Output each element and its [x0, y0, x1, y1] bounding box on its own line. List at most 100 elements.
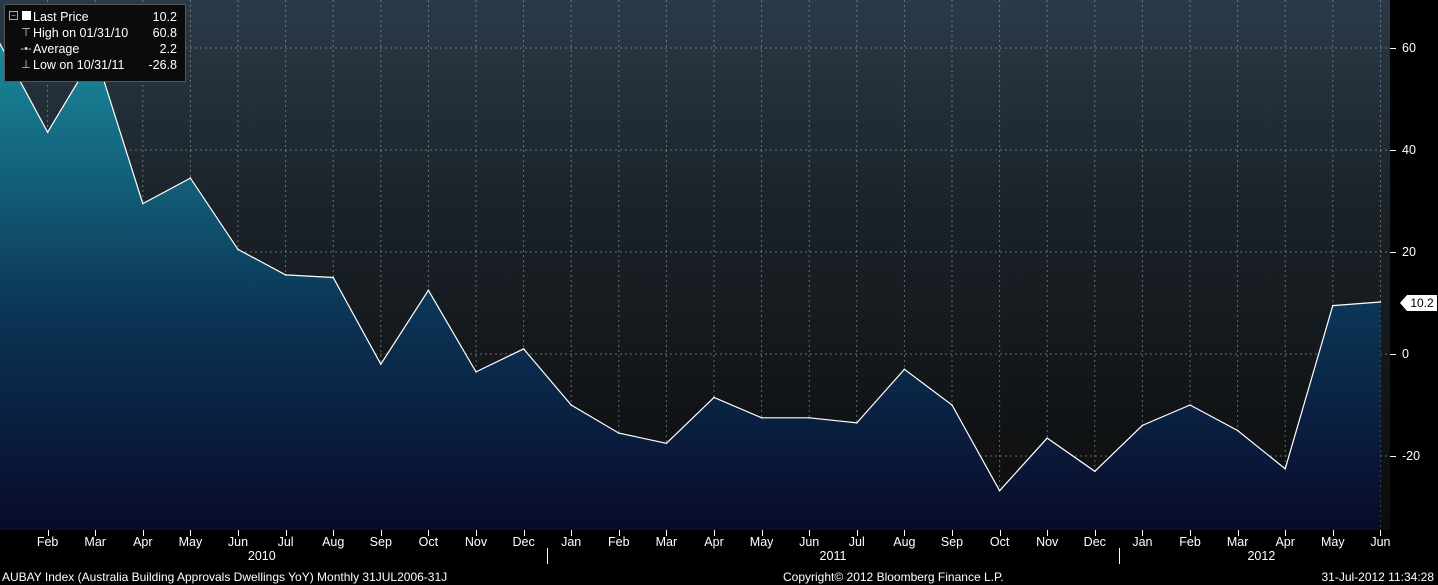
x-tick-label: Mar	[84, 535, 106, 549]
x-tick-label: Jul	[277, 535, 294, 549]
x-tick-mark	[1047, 530, 1049, 536]
data-point	[1094, 470, 1096, 473]
x-tick-mark	[952, 530, 953, 536]
data-point	[856, 422, 858, 424]
x-tick-label: Sep	[940, 535, 964, 549]
x-tick-label: Apr	[133, 535, 153, 549]
data-point	[475, 371, 477, 373]
x-tick-label: May	[178, 535, 203, 549]
x-tick-label: Jun	[799, 535, 820, 549]
footer-bar: AUBAY Index (Australia Building Approval…	[0, 570, 1438, 585]
y-tick-label: -20	[1402, 449, 1421, 463]
data-point	[522, 348, 525, 350]
data-point	[951, 404, 953, 406]
x-tick-label: Oct	[989, 535, 1010, 549]
x-tick-mark	[1190, 530, 1191, 536]
y-axis: 60 40 20 0 -20	[1390, 0, 1438, 530]
series-line	[0, 43, 1381, 492]
x-tick-label: Nov	[1036, 535, 1059, 549]
x-axis: Feb Mar Apr May Jun Jul Aug Sep Oct Nov Dec Jan Feb M…	[0, 530, 1390, 570]
average-marker-icon: -•-	[20, 43, 32, 55]
legend-value: -26.8	[148, 58, 178, 72]
x-tick-label: Jul	[848, 535, 865, 549]
legend-label: Low on 10/31/11	[33, 58, 125, 72]
x-tick-mark	[1237, 530, 1239, 536]
legend-value: 2.2	[159, 42, 177, 56]
x-tick-label: May	[749, 535, 774, 549]
collapse-toggle-icon[interactable]: −	[9, 11, 18, 20]
x-tick-mark	[761, 530, 763, 536]
x-tick-label: Jan	[1132, 535, 1153, 549]
data-point	[1236, 429, 1239, 432]
low-marker-icon: ⊥	[21, 59, 31, 71]
data-point	[1189, 404, 1191, 406]
x-tick-mark	[856, 530, 858, 536]
legend-value: 10.2	[152, 10, 177, 24]
footer-timestamp: 31-Jul-2012 11:34:28	[1321, 570, 1434, 584]
data-point	[1141, 424, 1144, 427]
x-tick-mark	[333, 530, 335, 536]
chart-plot-area: − Last Price 10.2 ⊤ High on 01/31/10 60.…	[0, 0, 1390, 530]
legend-label: Last Price	[33, 10, 89, 24]
x-tick-label: Apr	[1275, 535, 1295, 549]
chart-legend: − Last Price 10.2 ⊤ High on 01/31/10 60.…	[4, 4, 186, 82]
x-tick-mark	[666, 530, 668, 536]
x-tick-mark	[238, 530, 239, 536]
data-point	[427, 289, 430, 292]
year-divider	[547, 548, 549, 564]
data-point	[760, 416, 763, 419]
x-tick-label: Jun	[227, 535, 249, 549]
x-tick-mark	[571, 530, 573, 536]
data-point	[332, 276, 335, 279]
x-tick-label: Jan	[561, 535, 582, 549]
footer-copyright: Copyright© 2012 Bloomberg Finance L.P.	[783, 570, 1004, 584]
data-point	[903, 368, 906, 371]
x-tick-mark	[809, 530, 811, 536]
chart-svg	[0, 0, 1390, 530]
y-tick-mark	[1390, 252, 1396, 253]
legend-row-high: ⊤ High on 01/31/10 60.8	[11, 25, 181, 41]
y-tick-label: 40	[1402, 143, 1416, 157]
x-tick-mark	[428, 530, 430, 536]
series-area	[0, 43, 1381, 530]
y-tick-mark	[1390, 456, 1396, 457]
data-point	[1046, 437, 1048, 439]
data-point	[808, 416, 810, 419]
high-marker-icon: ⊤	[21, 27, 31, 39]
square-marker-icon	[19, 9, 33, 25]
x-tick-mark	[523, 530, 525, 536]
data-point	[1379, 301, 1382, 303]
x-tick-mark	[999, 530, 1001, 536]
data-point	[142, 202, 144, 205]
data-point	[380, 363, 382, 366]
x-tick-label: Mar	[655, 535, 678, 549]
x-tick-label: Nov	[464, 535, 488, 549]
x-tick-label: May	[1320, 535, 1345, 549]
legend-row-average: -•- Average 2.2	[11, 41, 181, 57]
data-point	[237, 248, 239, 251]
x-tick-label: Apr	[704, 535, 724, 549]
year-divider	[1118, 548, 1120, 564]
x-tick-mark	[904, 530, 906, 536]
x-tick-mark	[1380, 530, 1382, 536]
x-tick-mark	[380, 530, 382, 536]
x-tick-label: Dec	[512, 535, 535, 549]
y-tick-label: 60	[1402, 41, 1416, 55]
data-point	[1284, 467, 1286, 470]
x-tick-label: Feb	[608, 535, 630, 549]
x-tick-mark	[285, 530, 287, 536]
x-tick-mark	[1142, 530, 1144, 536]
legend-value: 60.8	[152, 26, 177, 40]
data-point	[618, 432, 620, 434]
legend-label: High on 01/31/10	[33, 26, 129, 40]
data-point	[998, 489, 1001, 492]
x-tick-mark	[142, 530, 144, 536]
last-price-badge: 10.2	[1400, 295, 1437, 311]
x-tick-label: Sep	[369, 535, 392, 549]
year-label: 2012	[1247, 549, 1276, 563]
x-tick-label: Feb	[36, 535, 59, 549]
y-tick-label: 0	[1402, 347, 1409, 361]
x-tick-mark	[1285, 530, 1287, 536]
x-tick-label: Aug	[322, 535, 345, 549]
x-tick-mark	[190, 530, 192, 536]
